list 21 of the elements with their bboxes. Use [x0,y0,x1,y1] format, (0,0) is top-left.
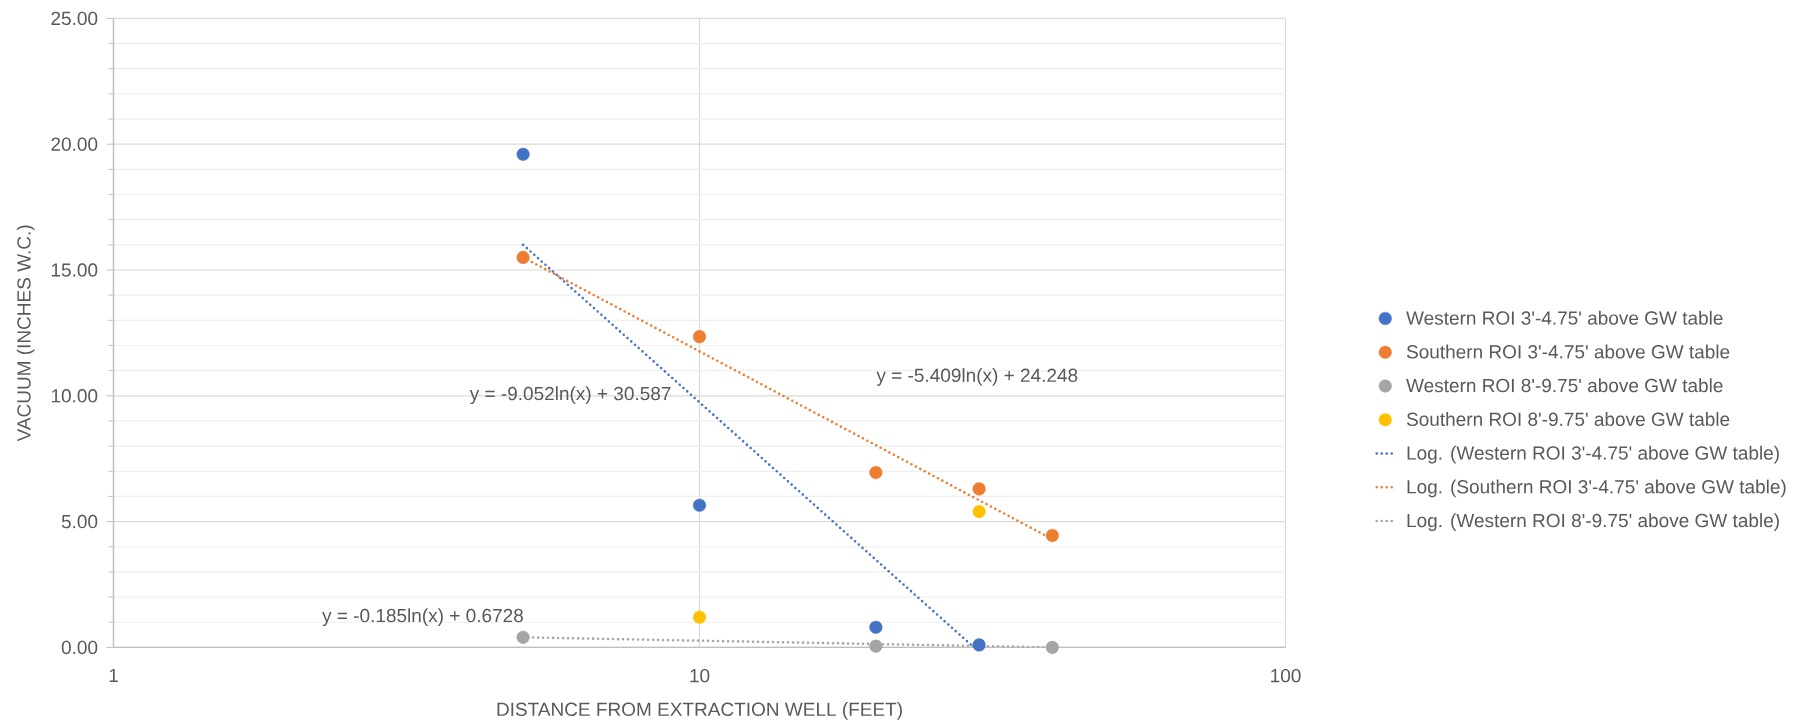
legend-label: Southern ROI 3'-4.75' above GW table [1406,344,1730,359]
annotation: y = -5.409ln(x) + 24.248 [876,368,1078,386]
y-tick-label: 10.00 [51,389,98,403]
y-tick-label: 5.00 [61,514,98,529]
annotation: y = -9.052ln(x) + 30.587 [469,386,671,405]
y-tick-label: 15.00 [51,263,98,277]
x-axis-title: DISTANCE FROM EXTRACTION WELL (FEET) [497,702,902,720]
x-tick-label: 10 [690,668,710,683]
x-tick-label: 100 [1271,668,1301,683]
legend-label: Log. (Southern ROI 3'-4.75' above GW table) [1407,479,1786,498]
y-tick-label: 20.00 [51,137,98,151]
annotation: y = -0.185ln(x) + 0.6728 [322,608,523,627]
y-tick-label: 25.00 [51,11,98,26]
y-axis-title: VACUUM (INCHES W.C.) [16,225,35,442]
legend-label: Western ROI 8'-9.75' above GW table [1406,378,1723,393]
x-tick-label: 1 [109,668,118,682]
legend-label: Southern ROI 8'-9.75' above GW table [1406,412,1730,427]
legend-label: Log. (Western ROI 8'-9.75' above GW table) [1407,513,1779,532]
y-tick-label: 0.00 [61,640,98,655]
legend-label: Western ROI 3'-4.75' above GW table [1406,310,1723,325]
legend-label: Log. (Western ROI 3'-4.75' above GW table) [1407,445,1779,464]
